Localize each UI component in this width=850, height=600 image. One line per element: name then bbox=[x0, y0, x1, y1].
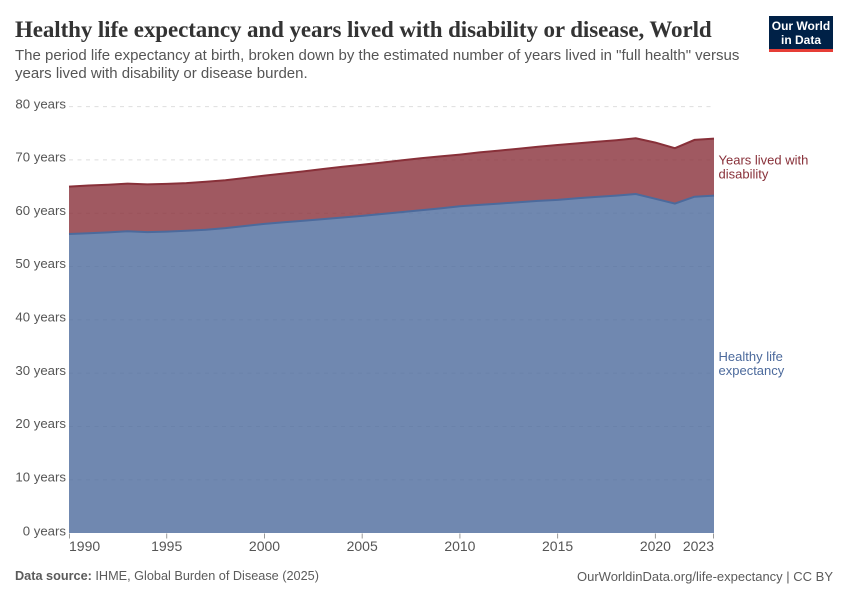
svg-text:60 years: 60 years bbox=[15, 203, 66, 218]
svg-text:40 years: 40 years bbox=[15, 310, 66, 325]
svg-text:10 years: 10 years bbox=[15, 469, 66, 484]
svg-text:0 years: 0 years bbox=[23, 524, 67, 539]
svg-text:50 years: 50 years bbox=[15, 256, 66, 271]
svg-text:2015: 2015 bbox=[542, 538, 573, 554]
svg-text:70 years: 70 years bbox=[15, 150, 66, 165]
svg-text:2000: 2000 bbox=[249, 538, 280, 554]
svg-text:2020: 2020 bbox=[640, 538, 671, 554]
svg-text:20 years: 20 years bbox=[15, 416, 66, 431]
svg-text:1990: 1990 bbox=[69, 538, 100, 554]
svg-text:2023: 2023 bbox=[683, 538, 714, 554]
svg-text:expectancy: expectancy bbox=[719, 363, 785, 378]
svg-text:2005: 2005 bbox=[347, 538, 378, 554]
svg-text:disability: disability bbox=[719, 167, 769, 182]
svg-text:2010: 2010 bbox=[444, 538, 475, 554]
svg-text:Healthy life: Healthy life bbox=[719, 349, 783, 364]
svg-text:1995: 1995 bbox=[151, 538, 182, 554]
svg-text:30 years: 30 years bbox=[15, 363, 66, 378]
svg-text:80 years: 80 years bbox=[15, 96, 66, 111]
svg-text:Years lived with: Years lived with bbox=[719, 153, 809, 168]
